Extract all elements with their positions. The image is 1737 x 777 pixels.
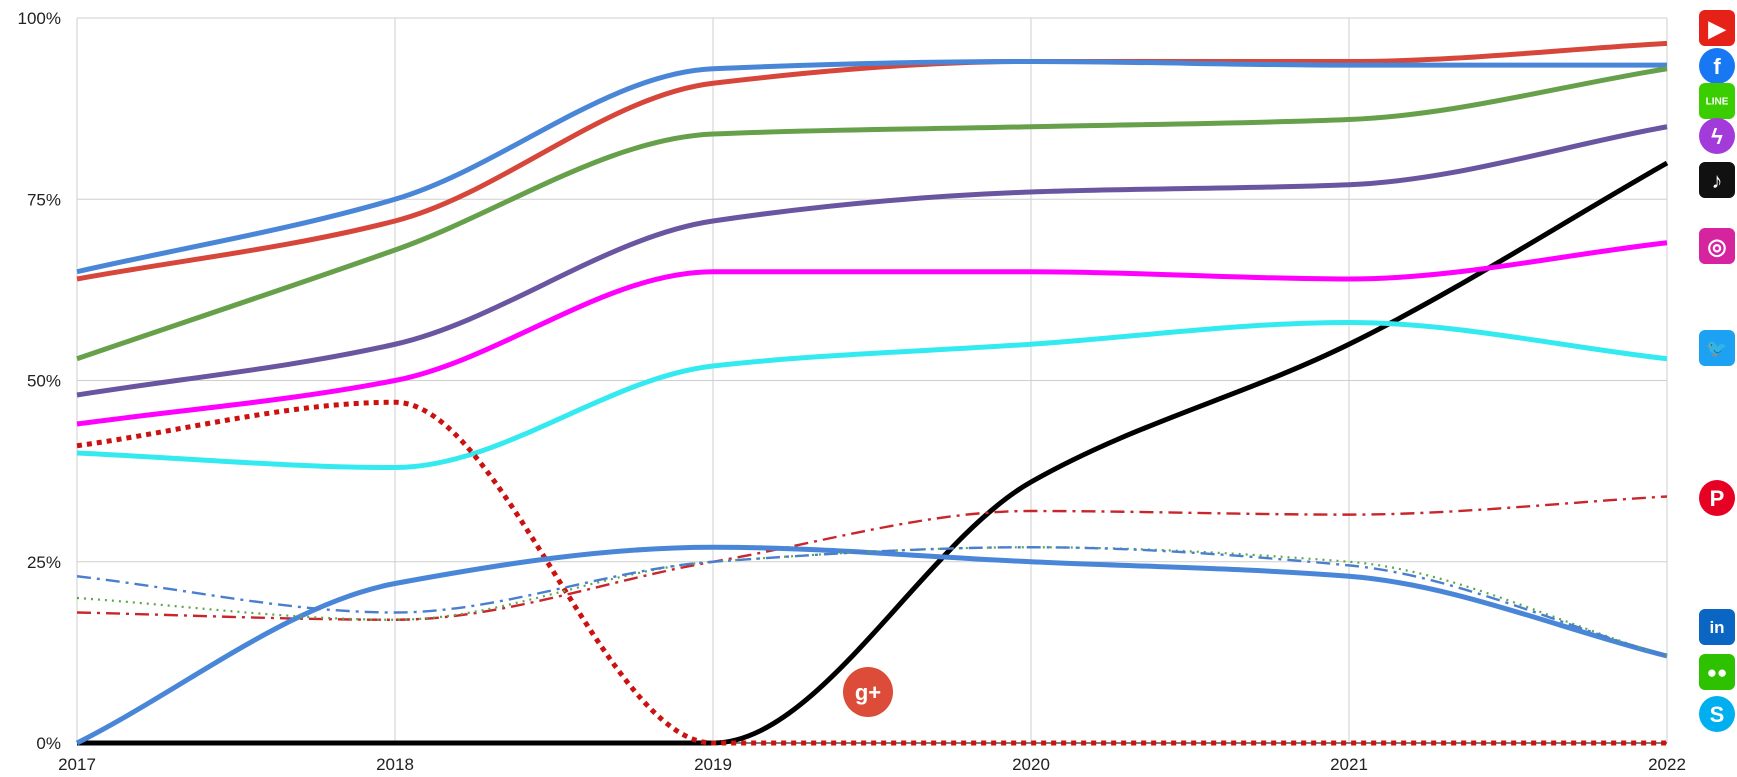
pinterest-glyph: P — [1710, 486, 1725, 511]
series-line-google-plus — [76, 399, 1667, 746]
twitter-icon: 🐦 — [1699, 330, 1735, 366]
pinterest-badge — [1699, 480, 1735, 516]
instagram-badge — [1699, 228, 1735, 264]
series-line-facebook — [76, 59, 1667, 275]
tiktok-badge — [1699, 162, 1735, 198]
google-plus-icon: g+ — [843, 667, 893, 717]
twitter-glyph: 🐦 — [1706, 339, 1727, 358]
y-tick-label: 100% — [18, 9, 61, 28]
linkedin-icon: in — [1699, 609, 1735, 645]
y-tick-label: 50% — [27, 372, 61, 391]
series-line-instagram — [76, 240, 1668, 427]
line-badge — [1699, 83, 1735, 119]
series-line-tiktok — [77, 160, 1669, 746]
legend-icons: ▶ f LINE ϟ ♪ ◎ 🐦 Pin ●● S — [1699, 10, 1735, 732]
y-tick-label: 0% — [36, 734, 61, 753]
series-line-wechat — [76, 546, 1668, 658]
series-line-pinterest — [76, 495, 1668, 621]
twitter-badge — [1699, 330, 1735, 366]
wechat-glyph: ●● — [1707, 663, 1728, 682]
series-line-line — [76, 66, 1668, 362]
line-glyph: LINE — [1706, 97, 1729, 108]
x-tick-label: 2021 — [1330, 755, 1368, 774]
annotation: g+ — [843, 667, 893, 717]
facebook-glyph: f — [1713, 54, 1721, 79]
messenger-glyph: ϟ — [1711, 124, 1723, 149]
y-tick-label: 25% — [27, 553, 61, 572]
instagram-icon: ◎ — [1699, 228, 1735, 264]
youtube-glyph: ▶ — [1708, 16, 1727, 41]
series-line-youtube — [76, 40, 1668, 282]
youtube-icon: ▶ — [1699, 10, 1735, 46]
x-tick-label: 2020 — [1012, 755, 1050, 774]
series-line-twitter — [76, 320, 1668, 470]
messenger-badge — [1699, 118, 1735, 154]
wechat-badge — [1699, 654, 1735, 690]
skype-badge — [1699, 696, 1735, 732]
tiktok-glyph: ♪ — [1712, 168, 1723, 193]
x-tick-label: 2022 — [1648, 755, 1686, 774]
instagram-glyph: ◎ — [1707, 234, 1726, 259]
series-line-messenger — [76, 124, 1668, 398]
pinterest-icon: P — [1699, 480, 1735, 516]
facebook-icon: f — [1699, 48, 1735, 84]
skype-glyph: S — [1710, 702, 1725, 727]
linkedin-badge — [1699, 609, 1735, 645]
google-plus-glyph: g+ — [855, 680, 881, 705]
x-tick-label: 2018 — [376, 755, 414, 774]
facebook-badge — [1699, 48, 1735, 84]
line-icon: LINE — [1699, 83, 1735, 119]
youtube-badge — [1699, 10, 1735, 46]
x-tick-label: 2019 — [694, 755, 732, 774]
google-plus-badge — [843, 667, 893, 717]
wechat-icon: ●● — [1699, 654, 1735, 690]
series-lines — [75, 40, 1669, 746]
tiktok-icon: ♪ — [1699, 162, 1735, 198]
linkedin-glyph: in — [1709, 618, 1724, 637]
x-tick-label: 2017 — [58, 755, 96, 774]
x-axis: 2017 2018 2019 2020 2021 2022 — [58, 755, 1686, 774]
skype-icon: S — [1699, 696, 1735, 732]
messenger-icon: ϟ — [1699, 118, 1735, 154]
series-line-skype — [76, 546, 1668, 658]
y-tick-label: 75% — [27, 190, 61, 209]
y-axis: 0% 25% 50% 75% 100% — [18, 9, 61, 753]
